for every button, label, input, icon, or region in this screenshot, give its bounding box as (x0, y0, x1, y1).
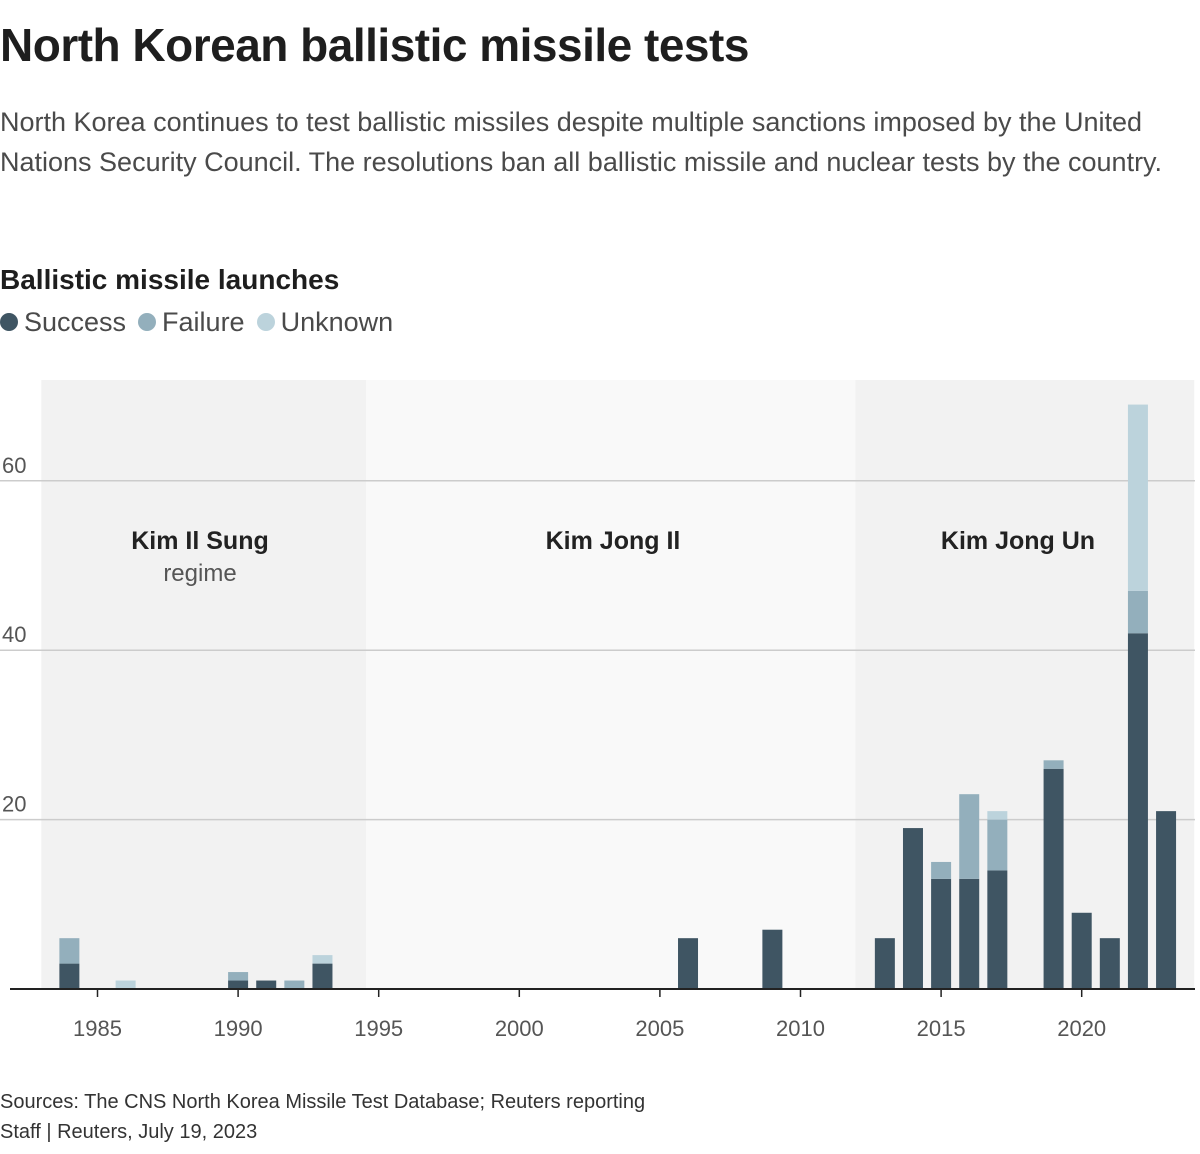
y-tick-label-60: 60 (2, 453, 26, 478)
bar-2022-success (1127, 633, 1148, 989)
success-swatch-icon (0, 313, 18, 331)
legend-label-failure: Failure (162, 306, 245, 337)
bar-2014-success (902, 828, 923, 989)
bar-1990-success (228, 980, 249, 989)
bar-2023-success (1156, 811, 1177, 989)
bar-2019-failure (1043, 760, 1064, 769)
failure-swatch-icon (138, 313, 157, 331)
bar-1990-failure (228, 972, 249, 981)
bar-2021-success (1099, 938, 1120, 989)
bar-2016-failure (959, 794, 980, 879)
bar-2022-unknown (1127, 404, 1148, 591)
bar-2016-success (959, 878, 980, 989)
unknown-swatch-icon (256, 313, 275, 331)
y-tick-label-40: 40 (2, 622, 26, 647)
chart-subtitle: North Korea continues to test ballistic … (0, 107, 1163, 177)
regime-band-0 (41, 380, 367, 989)
bar-1992-failure (284, 980, 305, 989)
regime-label-1: Kim Jong Il (546, 527, 681, 555)
bar-1993-unknown (312, 955, 333, 964)
x-tick-label-1995: 1995 (354, 1016, 403, 1041)
bar-2017-failure (987, 819, 1008, 871)
bar-2022-failure (1127, 590, 1148, 634)
bar-2017-success (987, 870, 1008, 989)
x-tick-label-2010: 2010 (776, 1016, 825, 1041)
x-tick-label-2020: 2020 (1057, 1016, 1106, 1041)
bar-2006-success (678, 938, 699, 989)
bar-1984-success (59, 963, 80, 989)
x-tick-label-2005: 2005 (635, 1016, 684, 1041)
bar-1993-success (312, 963, 333, 989)
bar-1986-unknown (115, 980, 136, 989)
regime-sublabel-0: regime (163, 560, 236, 587)
bar-2009-success (762, 929, 783, 989)
x-tick-label-2015: 2015 (917, 1016, 966, 1041)
legend-item-unknown: Unknown (256, 306, 394, 338)
regime-band-1 (366, 380, 856, 989)
x-tick-label-1990: 1990 (214, 1016, 263, 1041)
bar-2015-failure (931, 861, 952, 879)
bar-1991-success (256, 980, 277, 989)
x-tick-label-1985: 1985 (73, 1016, 122, 1041)
credit-note: Staff | Reuters, July 19, 2023 (0, 1121, 258, 1143)
legend-label-success: Success (24, 306, 127, 337)
regime-label-2: Kim Jong Un (941, 527, 1095, 555)
bar-2020-success (1071, 912, 1092, 989)
legend: Success Failure Unknown (0, 304, 405, 340)
legend-item-success: Success (0, 307, 126, 338)
chart-section-title: Ballistic missile launches (0, 264, 340, 295)
bar-2013-success (874, 938, 895, 989)
legend-label-unknown: Unknown (280, 306, 394, 337)
bar-2019-success (1043, 768, 1064, 989)
y-tick-label-20: 20 (2, 792, 26, 817)
chart-title: North Korean ballistic missile tests (0, 19, 749, 71)
bar-1984-failure (59, 938, 80, 964)
bar-2017-unknown (987, 811, 1008, 820)
bar-chart: 20 40 60 Kim Il Sung regime Kim Jong Il Kim Jo… (0, 380, 1195, 1041)
sources-note: Sources: The CNS North Korea Missile Tes… (0, 1091, 646, 1113)
x-tick-label-2000: 2000 (495, 1016, 544, 1041)
bar-2015-success (931, 878, 952, 989)
legend-item-failure: Failure (138, 307, 245, 338)
regime-label-0: Kim Il Sung (131, 527, 269, 555)
